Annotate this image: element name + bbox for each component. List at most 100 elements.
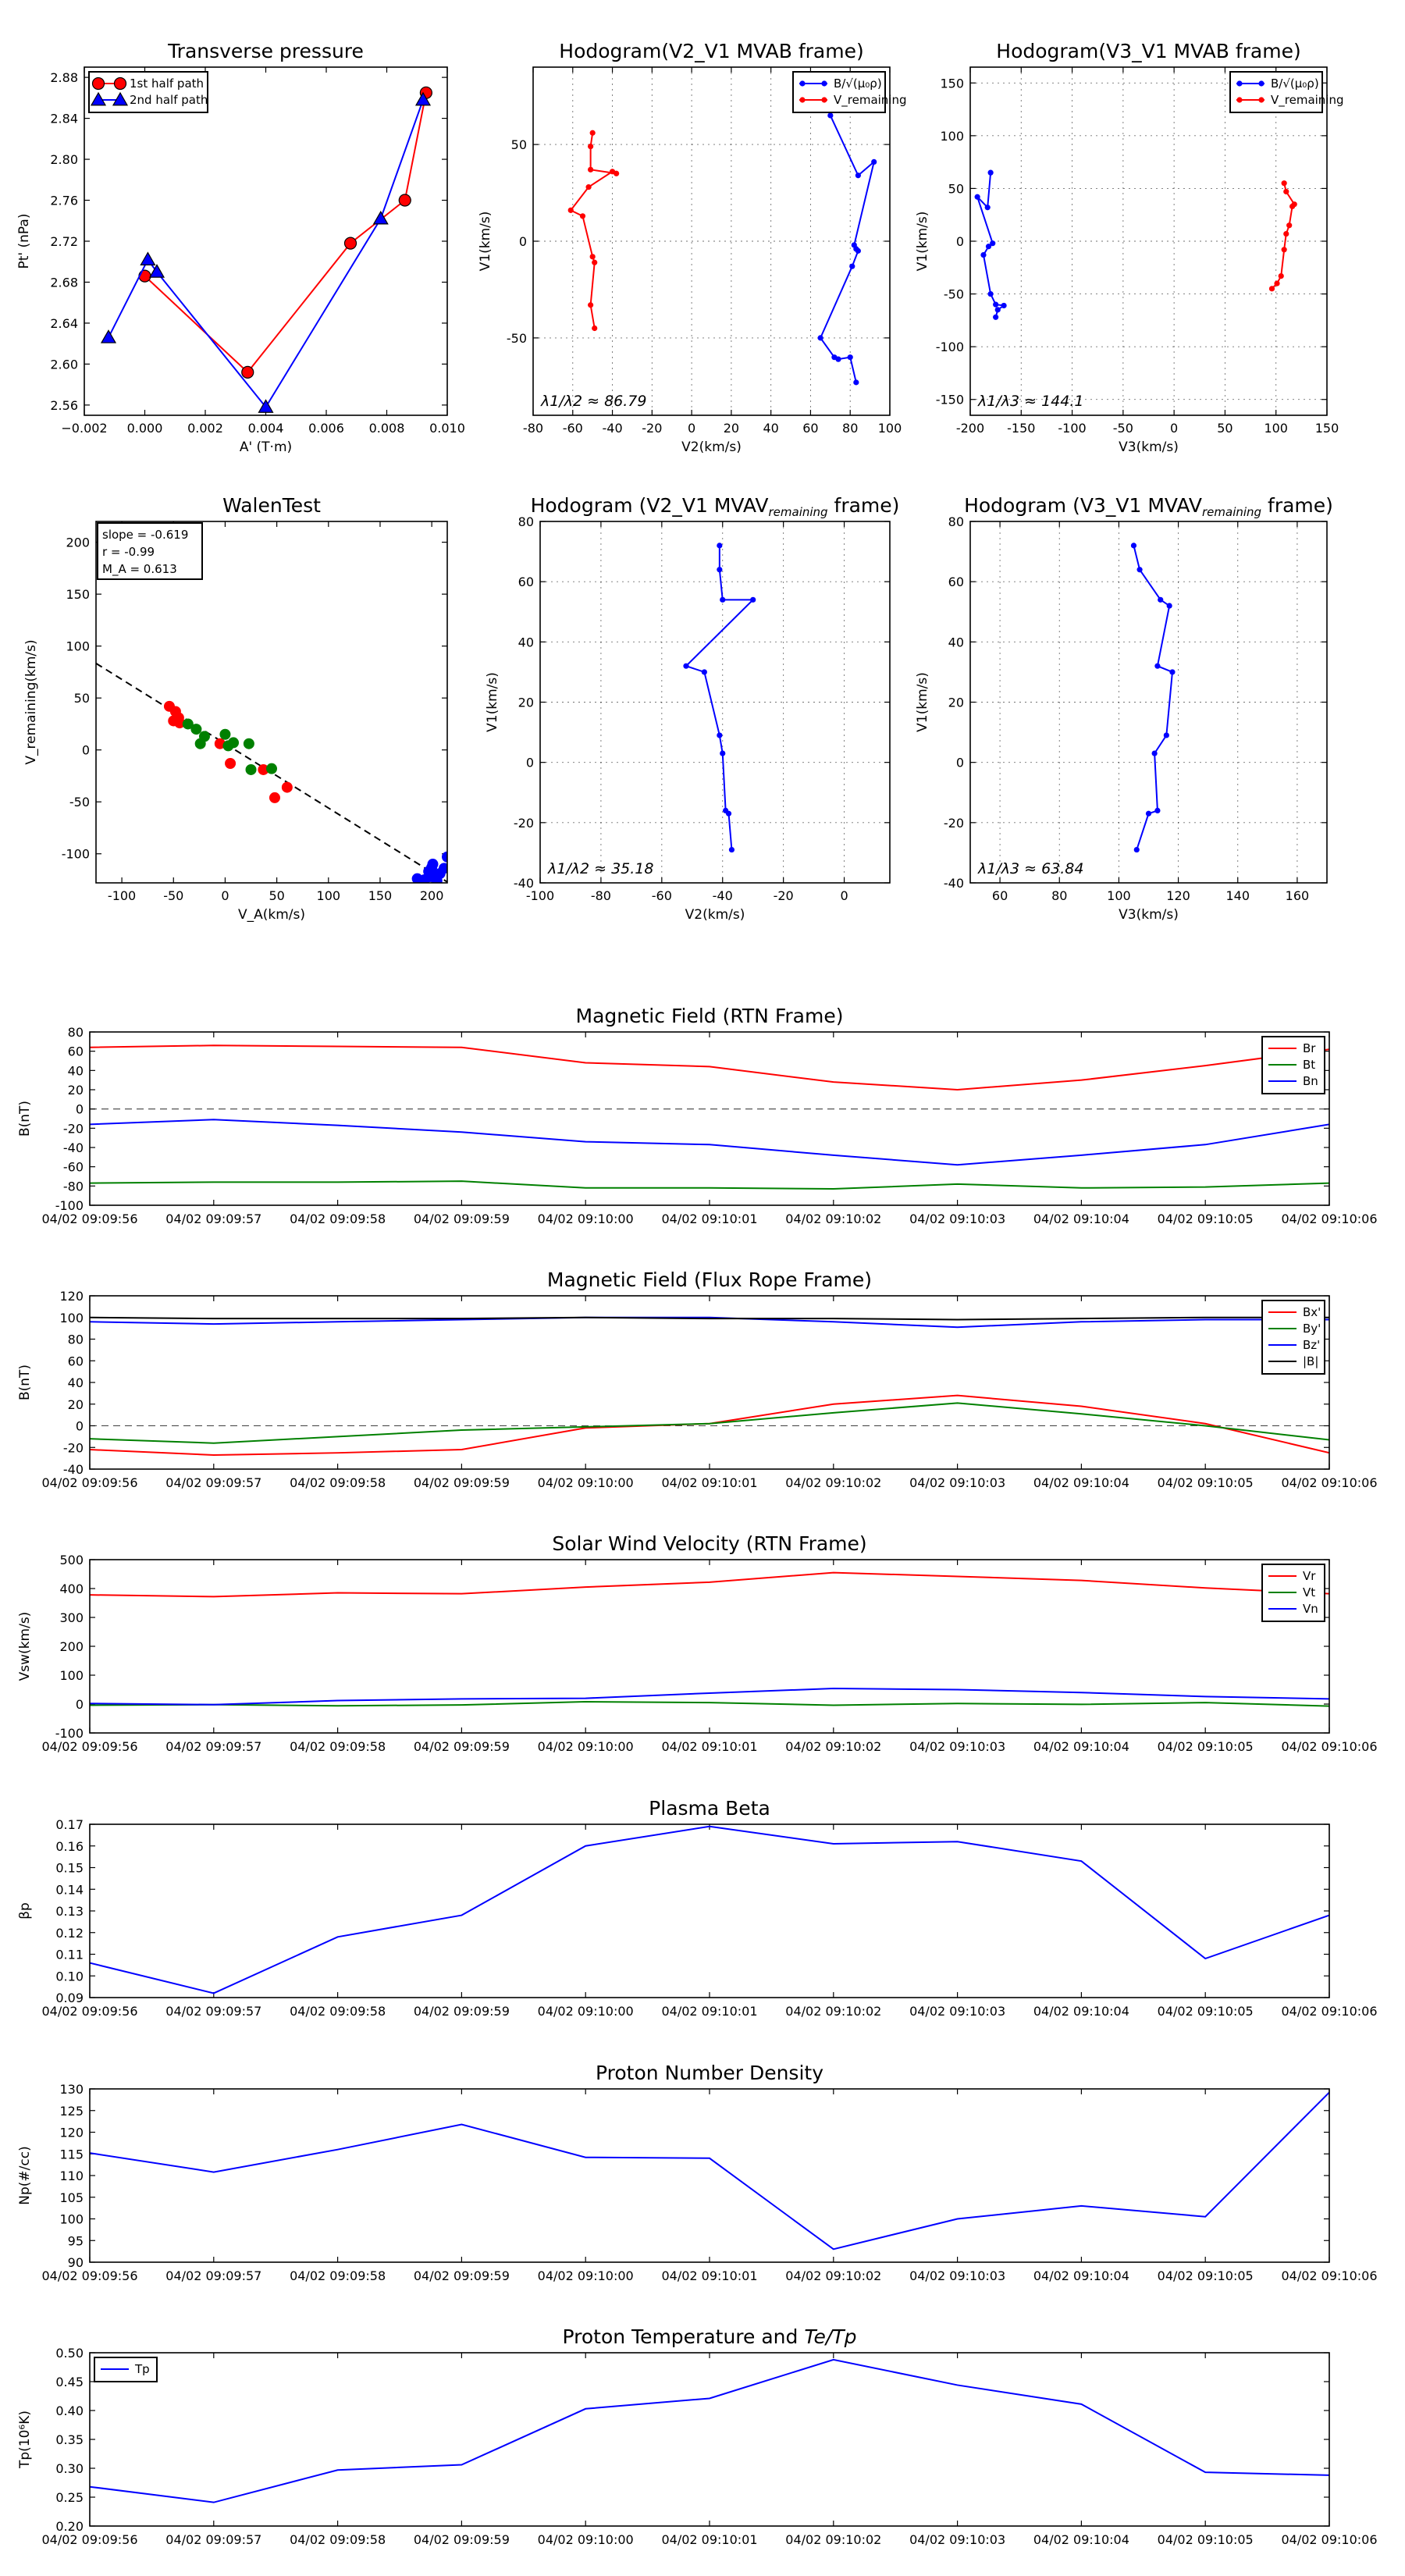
time-tick-label: 04/02 09:09:59 xyxy=(414,1212,510,1226)
time-tick-label: 04/02 09:09:58 xyxy=(290,2268,386,2283)
time-tick-label: 04/02 09:09:59 xyxy=(414,1739,510,1754)
y-tick-label: 20 xyxy=(68,1083,84,1098)
y-tick-label: -100 xyxy=(62,847,90,862)
legend-label: Tp xyxy=(134,2362,150,2376)
time-tick-label: 04/02 09:10:06 xyxy=(1281,2004,1377,2019)
y-axis-label: V1(km/s) xyxy=(915,672,930,732)
y-tick-label: -80 xyxy=(63,1179,84,1194)
chart-title: WalenTest xyxy=(222,494,321,517)
y-tick-label: 50 xyxy=(948,181,964,196)
legend-marker xyxy=(113,76,127,91)
time-tick-label: 04/02 09:10:01 xyxy=(661,2004,757,2019)
eigenvalue-ratio-annotation: λ1/λ3 ≈ 144.1 xyxy=(977,393,1083,410)
x-tick-label: -60 xyxy=(652,888,672,903)
time-tick-label: 04/02 09:10:04 xyxy=(1033,2532,1129,2547)
chart-title: Plasma Beta xyxy=(649,1797,770,1820)
plot-frame xyxy=(95,521,448,884)
legend-label: Vr xyxy=(1303,1569,1316,1583)
plot-frame xyxy=(89,2352,1330,2527)
x-tick-label: 80 xyxy=(1051,888,1067,903)
legend-marker xyxy=(1258,97,1264,103)
legend-marker xyxy=(90,91,107,106)
chart-title: Magnetic Field (Flux Rope Frame) xyxy=(547,1268,872,1291)
time-tick-label: 04/02 09:10:02 xyxy=(785,2532,881,2547)
y-tick-label: 0.25 xyxy=(55,2490,84,2505)
time-tick-label: 04/02 09:10:06 xyxy=(1281,1212,1377,1226)
y-tick-label: 0.14 xyxy=(55,1882,84,1897)
data-point-blue xyxy=(1166,603,1172,609)
time-tick-label: 04/02 09:10:02 xyxy=(785,2004,881,2019)
data-point-red xyxy=(225,757,237,769)
series-line-blue xyxy=(685,545,756,850)
legend-marker xyxy=(821,80,827,87)
chart-title-subscript: remaining xyxy=(1202,505,1261,519)
series-line-Tp-blue xyxy=(90,2358,1329,2503)
time-tick-label: 04/02 09:10:02 xyxy=(785,1212,881,1226)
chart-h2: Hodogram(V3_V1 MVAB frame) -200 -150 -100 -5… xyxy=(915,40,1344,455)
y-tick-label: 100 xyxy=(66,639,90,654)
series-line-Bt-green xyxy=(90,1180,1329,1190)
plot-frame xyxy=(89,1823,1330,1998)
plot-frame xyxy=(89,1559,1330,1734)
chart-ts1: Magnetic Field (RTN Frame) 04/02 09:09:56… xyxy=(17,1005,1378,1226)
legend-label: V_remaining xyxy=(834,93,907,108)
x-tick-label: -20 xyxy=(642,421,662,436)
y-axis-label: V_remaining(km/s) xyxy=(23,639,39,764)
y-tick-label: -150 xyxy=(936,393,964,407)
series-line-beta-blue xyxy=(90,1825,1329,1994)
data-point-green xyxy=(228,737,240,749)
y-tick-label: 0.20 xyxy=(55,2519,84,2534)
y-tick-label: 50 xyxy=(74,691,90,706)
chart-title-text: Transverse pressure xyxy=(167,40,364,62)
chart-title-subscript: remaining xyxy=(769,505,828,519)
legend-box xyxy=(792,71,886,113)
y-tick-label: 110 xyxy=(59,2169,84,2183)
legend-label: Bn xyxy=(1303,1074,1318,1088)
chart-title: Hodogram(V2_V1 MVAB frame) xyxy=(559,40,863,62)
y-tick-label: 0 xyxy=(82,743,90,758)
series-line-red xyxy=(1271,183,1296,290)
data-point-blue xyxy=(717,567,723,573)
data-point-red xyxy=(1281,180,1287,187)
y-tick-label: 60 xyxy=(518,575,534,589)
x-tick-label: 150 xyxy=(368,888,393,903)
time-tick-label: 04/02 09:10:00 xyxy=(538,2268,634,2283)
y-tick-label: 2.56 xyxy=(50,398,78,413)
y-tick-label: 40 xyxy=(518,635,534,649)
x-tick-label: 60 xyxy=(802,421,818,436)
x-axis-label: V3(km/s) xyxy=(1119,907,1179,923)
y-axis-label: Tp(10⁶K) xyxy=(17,2411,33,2469)
series-line-Br-red xyxy=(90,1044,1329,1091)
y-tick-label: 40 xyxy=(68,1375,84,1390)
series-line-B-black xyxy=(90,1316,1329,1321)
chart-title-text: Hodogram(V2_V1 MVAB frame) xyxy=(559,40,863,62)
data-point-green xyxy=(266,763,277,774)
y-tick-label: 80 xyxy=(68,1332,84,1347)
time-tick-label: 04/02 09:10:00 xyxy=(538,2004,634,2019)
y-tick-label: 0 xyxy=(76,1419,84,1434)
time-tick-label: 04/02 09:10:00 xyxy=(538,1475,634,1490)
legend-label: |B| xyxy=(1303,1354,1318,1368)
data-point-green xyxy=(219,728,231,740)
data-point-red xyxy=(1283,230,1289,237)
x-tick-label: 140 xyxy=(1225,888,1250,903)
data-point-blue xyxy=(1163,732,1169,738)
series-line-Vt-green xyxy=(90,1701,1329,1707)
chart-title-text: Solar Wind Velocity (RTN Frame) xyxy=(552,1532,866,1555)
data-point-red xyxy=(609,169,616,175)
time-tick-label: 04/02 09:10:01 xyxy=(661,2268,757,2283)
time-tick-label: 04/02 09:09:58 xyxy=(290,2532,386,2547)
x-tick-label: -50 xyxy=(1113,421,1133,436)
chart-title-text: Magnetic Field (Flux Rope Frame) xyxy=(547,1268,872,1291)
plot-frame xyxy=(539,521,891,884)
time-tick-label: 04/02 09:09:56 xyxy=(41,2532,137,2547)
data-point-red xyxy=(1274,280,1280,286)
data-point-blue xyxy=(750,596,756,603)
time-tick-label: 04/02 09:10:03 xyxy=(909,1739,1005,1754)
y-tick-label: 40 xyxy=(68,1063,84,1078)
time-tick-label: 04/02 09:10:01 xyxy=(661,1739,757,1754)
time-tick-label: 04/02 09:09:56 xyxy=(41,2268,137,2283)
chart-title: Proton Number Density xyxy=(596,2062,823,2084)
eigenvalue-ratio-annotation: λ1/λ2 ≈ 35.18 xyxy=(547,860,653,877)
y-tick-label: 150 xyxy=(66,587,90,602)
